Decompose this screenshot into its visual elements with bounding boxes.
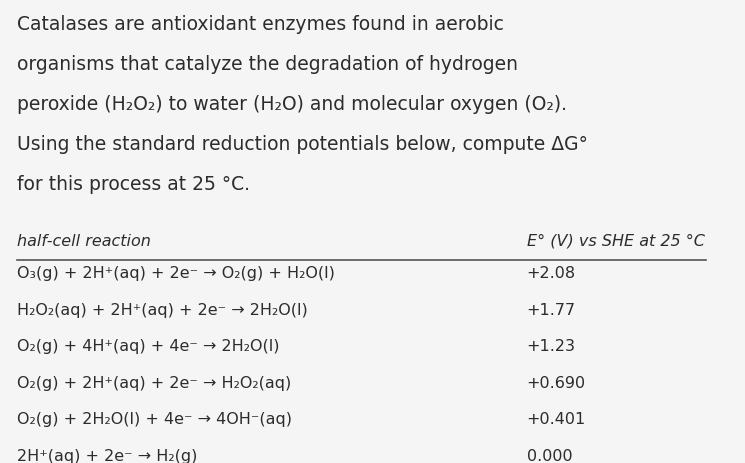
Text: organisms that catalyze the degradation of hydrogen: organisms that catalyze the degradation … bbox=[17, 56, 518, 75]
Text: 2H⁺(aq) + 2e⁻ → H₂(g): 2H⁺(aq) + 2e⁻ → H₂(g) bbox=[17, 449, 197, 463]
Text: for this process at 25 °C.: for this process at 25 °C. bbox=[17, 175, 250, 194]
Text: +0.690: +0.690 bbox=[527, 376, 586, 391]
Text: O₃(g) + 2H⁺(aq) + 2e⁻ → O₂(g) + H₂O(l): O₃(g) + 2H⁺(aq) + 2e⁻ → O₂(g) + H₂O(l) bbox=[17, 266, 335, 282]
Text: O₂(g) + 2H₂O(l) + 4e⁻ → 4OH⁻(aq): O₂(g) + 2H₂O(l) + 4e⁻ → 4OH⁻(aq) bbox=[17, 412, 292, 427]
Text: O₂(g) + 2H⁺(aq) + 2e⁻ → H₂O₂(aq): O₂(g) + 2H⁺(aq) + 2e⁻ → H₂O₂(aq) bbox=[17, 376, 291, 391]
Text: half-cell reaction: half-cell reaction bbox=[17, 234, 151, 249]
Text: +1.77: +1.77 bbox=[527, 303, 576, 318]
Text: H₂O₂(aq) + 2H⁺(aq) + 2e⁻ → 2H₂O(l): H₂O₂(aq) + 2H⁺(aq) + 2e⁻ → 2H₂O(l) bbox=[17, 303, 308, 318]
Text: E° (V) vs SHE at 25 °C: E° (V) vs SHE at 25 °C bbox=[527, 234, 705, 249]
Text: +2.08: +2.08 bbox=[527, 266, 576, 282]
Text: Catalases are antioxidant enzymes found in aerobic: Catalases are antioxidant enzymes found … bbox=[17, 15, 504, 35]
Text: Using the standard reduction potentials below, compute ΔG°: Using the standard reduction potentials … bbox=[17, 135, 588, 154]
Text: peroxide (H₂O₂) to water (H₂O) and molecular oxygen (O₂).: peroxide (H₂O₂) to water (H₂O) and molec… bbox=[17, 95, 567, 114]
Text: 0.000: 0.000 bbox=[527, 449, 572, 463]
Text: +1.23: +1.23 bbox=[527, 339, 576, 354]
Text: +0.401: +0.401 bbox=[527, 412, 586, 427]
Text: O₂(g) + 4H⁺(aq) + 4e⁻ → 2H₂O(l): O₂(g) + 4H⁺(aq) + 4e⁻ → 2H₂O(l) bbox=[17, 339, 279, 354]
